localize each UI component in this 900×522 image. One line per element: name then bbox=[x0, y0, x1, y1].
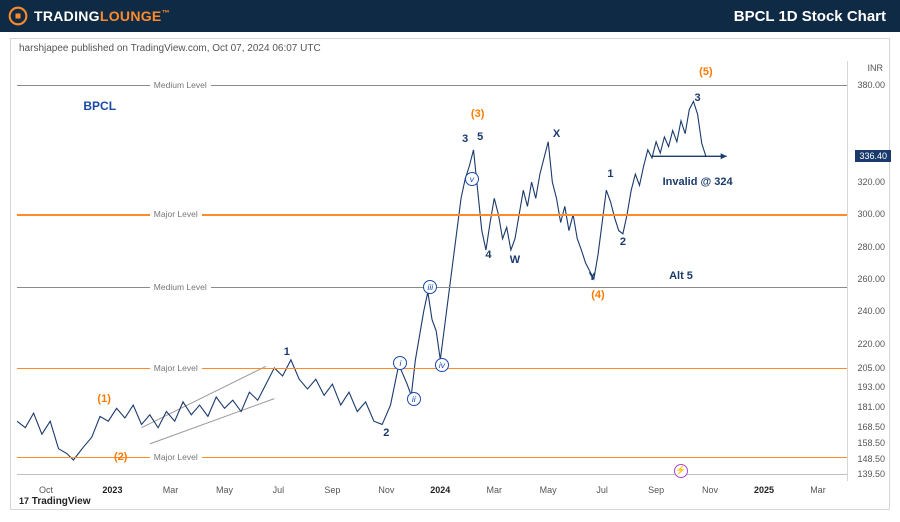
x-tick-label: Sep bbox=[324, 485, 340, 495]
ticker-symbol: BPCL bbox=[83, 99, 116, 113]
wave-label: W bbox=[510, 254, 520, 266]
y-tick-label: 260.00 bbox=[857, 274, 885, 284]
cycle-marker-icon: ⚡ bbox=[674, 464, 688, 478]
x-tick-label: Mar bbox=[163, 485, 179, 495]
subwave-label: v bbox=[465, 172, 479, 186]
subwave-label: iv bbox=[435, 358, 449, 372]
chart-panel: harshjapee published on TradingView.com,… bbox=[10, 38, 890, 510]
wave-label: 2 bbox=[383, 427, 389, 439]
chart-title: BPCL 1D Stock Chart bbox=[734, 8, 886, 25]
wave-label: 1 bbox=[607, 168, 613, 180]
level-label: Medium Level bbox=[150, 282, 211, 292]
current-price-flag: 336.40 bbox=[855, 150, 891, 162]
subwave-label: iii bbox=[423, 280, 437, 294]
wave-label: Y bbox=[589, 271, 596, 283]
x-tick-label: Sep bbox=[648, 485, 664, 495]
wave-label: 3 bbox=[695, 92, 701, 104]
brand-logo-icon bbox=[8, 6, 28, 26]
x-tick-label: 2025 bbox=[754, 485, 774, 495]
y-tick-label: 380.00 bbox=[857, 80, 885, 90]
x-tick-label: Jul bbox=[273, 485, 285, 495]
x-tick-label: Nov bbox=[378, 485, 394, 495]
publish-info: harshjapee published on TradingView.com,… bbox=[11, 39, 889, 56]
chart-plot-area[interactable]: BPCL Medium Level Major Level Medium Level… bbox=[17, 61, 847, 481]
annotation-text: Invalid @ 324 bbox=[663, 176, 733, 188]
level-label: Major Level bbox=[150, 452, 202, 462]
y-tick-label: 220.00 bbox=[857, 339, 885, 349]
y-tick-label: 320.00 bbox=[857, 177, 885, 187]
brand-lounge: LOUNGE bbox=[100, 8, 162, 24]
y-tick-label: 240.00 bbox=[857, 306, 885, 316]
level-line bbox=[17, 85, 847, 86]
wave-label: 5 bbox=[477, 131, 483, 143]
y-axis: INR 139.50 148.50 158.50 168.50 181.00 193.00… bbox=[847, 61, 889, 481]
wave-label: (3) bbox=[471, 108, 484, 120]
brand-trading: TRADING bbox=[34, 8, 100, 24]
x-tick-label: Nov bbox=[702, 485, 718, 495]
x-tick-label: May bbox=[216, 485, 233, 495]
y-tick-label: 168.50 bbox=[857, 422, 885, 432]
chart-svg bbox=[17, 61, 847, 481]
level-line bbox=[17, 457, 847, 459]
y-tick-label: 193.00 bbox=[857, 382, 885, 392]
x-tick-label: May bbox=[540, 485, 557, 495]
y-tick-label: 280.00 bbox=[857, 242, 885, 252]
y-tick-label: 205.00 bbox=[857, 363, 885, 373]
y-tick-label: 148.50 bbox=[857, 454, 885, 464]
y-tick-label: 139.50 bbox=[857, 469, 885, 479]
subwave-label: ii bbox=[407, 392, 421, 406]
chart-footer: 17 TradingView bbox=[19, 496, 91, 507]
subwave-label: i bbox=[393, 356, 407, 370]
baseline-rule bbox=[17, 474, 847, 475]
app-header: TRADINGLOUNGE™ BPCL 1D Stock Chart bbox=[0, 0, 900, 32]
wave-label: 3 bbox=[462, 133, 468, 145]
level-label: Medium Level bbox=[150, 80, 211, 90]
level-line bbox=[17, 368, 847, 370]
x-tick-label: Jul bbox=[596, 485, 608, 495]
x-tick-label: Mar bbox=[810, 485, 826, 495]
brand: TRADINGLOUNGE™ bbox=[8, 6, 170, 26]
level-label: Major Level bbox=[150, 363, 202, 373]
wave-label: 4 bbox=[485, 249, 491, 261]
y-tick-label: 181.00 bbox=[857, 402, 885, 412]
x-axis: Oct 2023 Mar May Jul Sep Nov 2024 Mar May Jul Sep No… bbox=[17, 481, 847, 495]
x-tick-label: 2023 bbox=[102, 485, 122, 495]
footer-text: TradingView bbox=[32, 496, 91, 507]
tradingview-icon: 17 bbox=[19, 496, 29, 506]
wave-label: (4) bbox=[591, 289, 604, 301]
annotation-text: Alt 5 bbox=[669, 270, 693, 282]
brand-text: TRADINGLOUNGE™ bbox=[34, 8, 170, 24]
wave-label: (5) bbox=[699, 66, 712, 78]
x-tick-label: 2024 bbox=[430, 485, 450, 495]
wave-label: (2) bbox=[114, 451, 127, 463]
wave-label: 1 bbox=[284, 346, 290, 358]
level-label: Major Level bbox=[150, 209, 202, 219]
y-tick-label: 300.00 bbox=[857, 209, 885, 219]
wave-label: 2 bbox=[620, 236, 626, 248]
x-tick-label: Oct bbox=[39, 485, 53, 495]
wave-label: (1) bbox=[97, 393, 110, 405]
wave-label: X bbox=[553, 128, 560, 140]
y-tick-label: 158.50 bbox=[857, 438, 885, 448]
level-line bbox=[17, 214, 847, 216]
x-tick-label: Mar bbox=[487, 485, 503, 495]
y-axis-unit: INR bbox=[868, 63, 884, 73]
